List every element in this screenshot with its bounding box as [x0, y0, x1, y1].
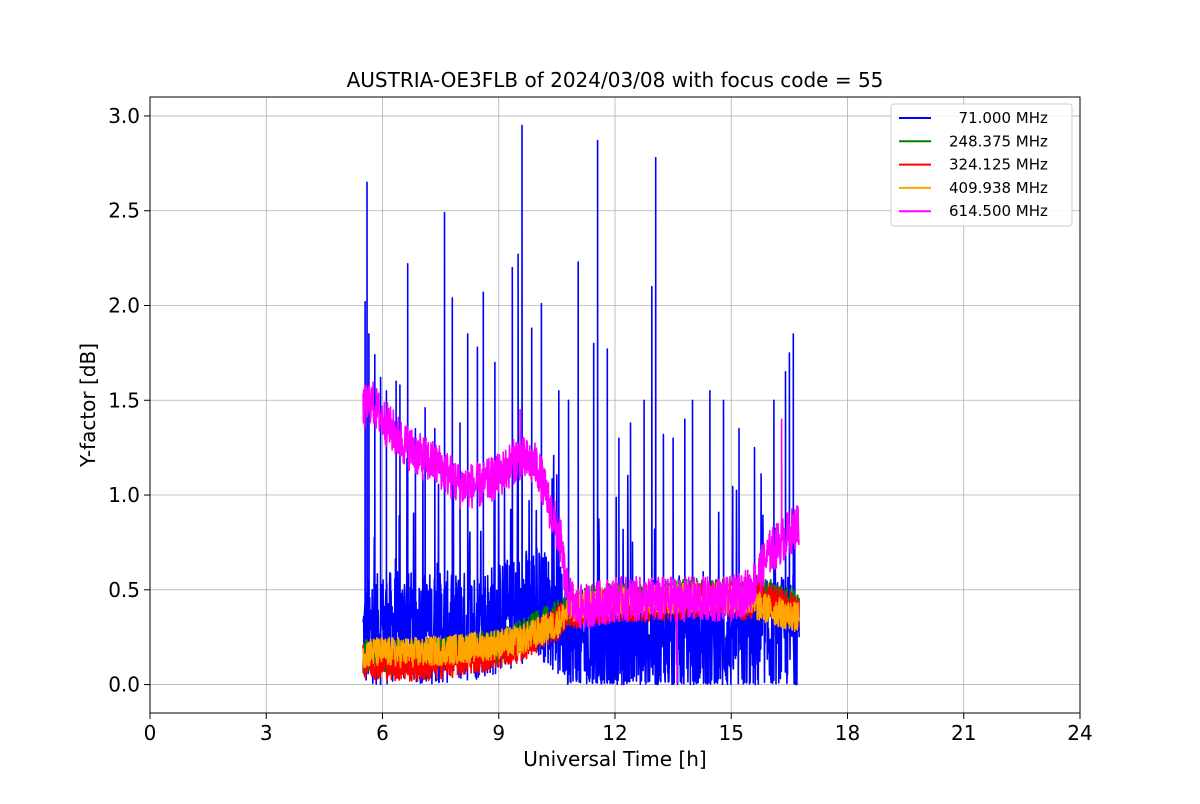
legend-label: 409.938 MHz [949, 179, 1048, 197]
x-tick-label: 0 [144, 721, 157, 745]
legend: 71.000 MHz 248.375 MHz 324.125 MHz 409.938 … [890, 103, 1073, 227]
chart-title: AUSTRIA-OE3FLB of 2024/03/08 with focus … [347, 68, 884, 92]
y-tick-label: 0.5 [108, 578, 140, 602]
y-tick-label: 0.0 [108, 673, 140, 697]
y-axis-label: Y-factor [dB] [76, 343, 100, 468]
x-tick-label: 21 [951, 721, 976, 745]
x-tick-label: 3 [260, 721, 273, 745]
x-tick-label: 18 [835, 721, 860, 745]
y-tick-label: 1.5 [108, 388, 140, 412]
x-tick-label: 6 [376, 721, 389, 745]
x-tick-label: 24 [1067, 721, 1092, 745]
series-layer [362, 124, 800, 686]
axes: 0 3 6 9 12 15 18 21 24 0.0 0.5 1.0 1.5 2.0 2.5 3.0 [108, 96, 1093, 745]
grid [149, 97, 1081, 713]
y-tick-label: 1.0 [108, 483, 140, 507]
legend-box [890, 103, 1073, 227]
legend-label: 248.375 MHz [949, 132, 1048, 150]
legend-label: 614.500 MHz [949, 202, 1048, 220]
y-tick-label: 3.0 [108, 104, 140, 128]
x-tick-label: 9 [492, 721, 505, 745]
legend-label: 324.125 MHz [949, 156, 1048, 174]
legend-label: 71.000 MHz [949, 109, 1048, 127]
series-line [362, 381, 800, 684]
y-tick-label: 2.5 [108, 199, 140, 223]
y-tick-label: 2.0 [108, 293, 140, 317]
x-tick-label: 15 [719, 721, 744, 745]
x-tick-label: 12 [602, 721, 627, 745]
x-axis-label: Universal Time [h] [523, 747, 706, 771]
